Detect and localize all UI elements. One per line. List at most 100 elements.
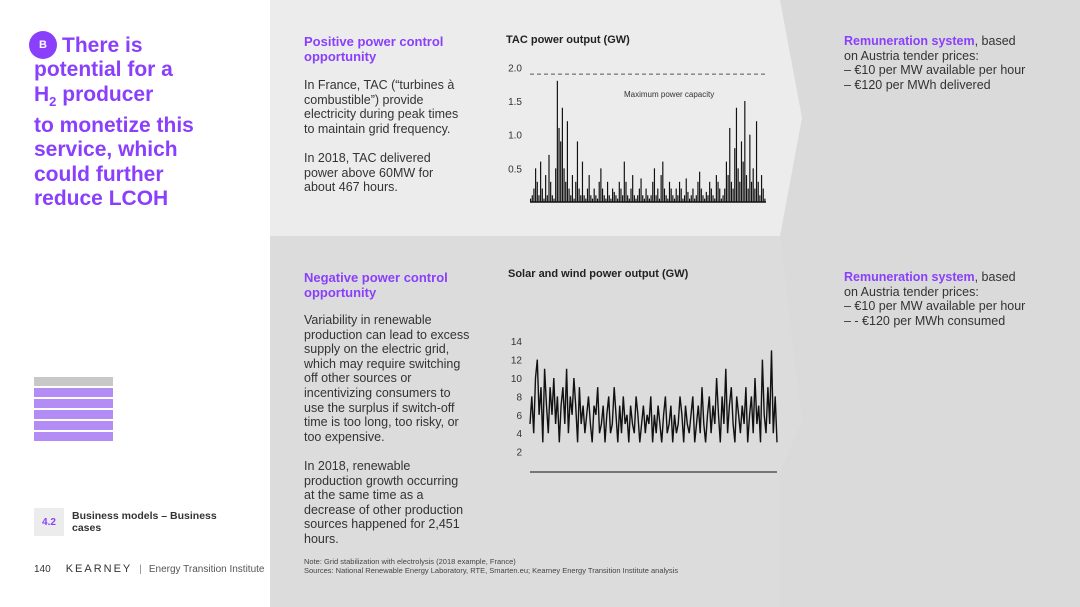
tac-bar — [583, 195, 585, 202]
tac-bar — [645, 188, 647, 202]
paragraph-line: sources happened for 2,451 — [304, 517, 460, 532]
tac-bar — [617, 198, 619, 202]
tac-bar — [752, 168, 754, 202]
tac-bar — [628, 198, 630, 202]
tac-bar — [550, 181, 552, 202]
tac-bar — [699, 171, 701, 202]
renewable-series-line — [529, 350, 778, 443]
paragraph-line: production can lead to excess — [304, 327, 470, 342]
tac-bar — [747, 188, 749, 202]
paragraph-line: too expensive. — [304, 429, 385, 444]
paragraph-line: production growth occurring — [304, 473, 459, 488]
section-progress-bars — [34, 377, 113, 443]
tac-bar — [545, 175, 547, 202]
tac-bar — [548, 154, 550, 202]
paragraph-line: power above 60MW for — [304, 165, 434, 180]
negative-paragraph-1: Variability in renewable production can l… — [304, 313, 469, 444]
tac-bar — [750, 181, 753, 202]
tac-bar — [720, 198, 722, 202]
tac-bar — [560, 141, 562, 202]
tac-bar — [714, 198, 716, 202]
tac-bar — [710, 188, 712, 202]
positive-paragraph-1: In France, TAC (“turbines à combustible”)… — [304, 78, 458, 136]
tac-bar — [657, 188, 659, 202]
tac-bar — [536, 181, 538, 202]
renewable-power-chart: 14 12 10 8 6 4 2 — [511, 337, 778, 473]
tac-bar — [635, 198, 637, 202]
tac-bar — [660, 175, 662, 202]
tac-bar — [578, 188, 580, 202]
paragraph-line: time is too long, too risky, or — [304, 415, 459, 430]
tac-bar — [687, 191, 689, 202]
tac-bar — [546, 195, 548, 202]
tac-bar — [603, 195, 605, 202]
tac-bar — [575, 181, 577, 202]
section-number: 4.2 — [34, 508, 64, 536]
tac-bar — [672, 195, 674, 202]
tac-bar — [642, 195, 644, 202]
paragraph-line: use the surplus if switch-off — [304, 400, 455, 415]
remuneration-bottom: Remuneration system, based on Austria te… — [844, 270, 1026, 328]
headline-line: could further — [34, 162, 164, 186]
tac-bar — [712, 195, 714, 202]
tac-bar — [695, 195, 697, 202]
tac-bar — [749, 134, 751, 202]
paragraph-line: supply on the electric grid, — [304, 342, 450, 357]
headline-line: to monetize this — [34, 114, 194, 138]
progress-bar — [34, 410, 113, 419]
tac-bar — [585, 198, 587, 202]
tac-bar — [668, 181, 671, 202]
tac-bar — [647, 195, 649, 202]
paragraph-line: about 467 hours. — [304, 180, 398, 195]
tac-bar — [658, 198, 661, 202]
tac-bar — [581, 161, 584, 202]
y-tick-label: 1.5 — [508, 97, 522, 108]
tac-bar — [685, 178, 687, 202]
tac-bar — [663, 188, 666, 202]
paragraph-line: In 2018, renewable — [304, 459, 411, 473]
headline-line: potential for a — [34, 58, 173, 82]
tac-bar — [727, 175, 729, 202]
tac-bar — [556, 80, 558, 202]
tac-bar — [675, 188, 677, 202]
progress-bar — [34, 388, 113, 397]
y-tick-label: 1.0 — [508, 131, 522, 142]
tac-bar — [754, 188, 756, 202]
tac-bar — [633, 195, 635, 202]
paragraph-line: In France, TAC (“turbines à — [304, 78, 455, 92]
page-headline: There is potential for a H2 producer to … — [34, 34, 269, 211]
tac-bar — [734, 148, 736, 202]
progress-bar — [34, 421, 113, 430]
headline-line: service, which — [34, 138, 178, 162]
tac-bar — [704, 198, 706, 202]
tac-bar — [700, 188, 702, 202]
tac-bar — [729, 127, 731, 202]
tac-bar — [605, 198, 607, 202]
tac-bar — [551, 195, 553, 202]
tac-bar — [680, 188, 682, 202]
tac-chart-title: TAC power output (GW) — [506, 34, 630, 46]
tac-bar — [764, 198, 766, 202]
headline-line: reduce LCOH — [34, 186, 169, 210]
paragraph-line: hours. — [304, 531, 339, 546]
tac-bar — [742, 161, 744, 202]
tac-bar — [538, 195, 540, 202]
tac-bar — [543, 198, 545, 202]
y-tick-label: 10 — [511, 374, 523, 385]
renewable-chart-title: Solar and wind power output (GW) — [508, 268, 689, 280]
tac-bar — [755, 121, 758, 202]
tac-bar — [715, 175, 717, 202]
tac-bar — [571, 175, 574, 202]
y-tick-label: 0.5 — [508, 164, 522, 175]
tac-bar — [719, 188, 721, 202]
tac-bar — [735, 107, 738, 202]
tac-bar — [573, 198, 575, 202]
tac-bar — [553, 198, 555, 202]
tac-bar — [737, 168, 739, 202]
tac-bar — [652, 181, 654, 202]
y-tick-label: 2 — [516, 448, 522, 459]
section-badge: B — [29, 31, 57, 59]
tac-bar — [591, 198, 594, 202]
tac-bar — [593, 188, 595, 202]
headline-line: H2 producer — [34, 82, 154, 109]
